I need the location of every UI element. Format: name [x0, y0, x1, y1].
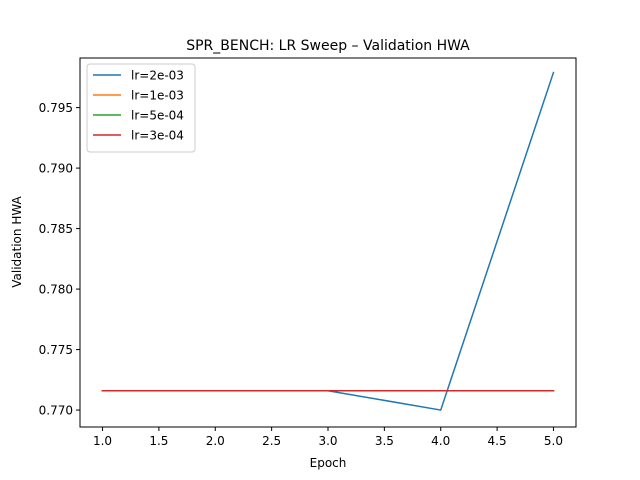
legend-label: lr=3e-04 — [131, 129, 184, 143]
x-tick-label: 1.0 — [93, 434, 112, 448]
legend-label: lr=5e-04 — [131, 109, 184, 123]
y-tick-label: 0.795 — [39, 101, 73, 115]
x-tick-label: 3.0 — [318, 434, 337, 448]
legend-label: lr=1e-03 — [131, 89, 184, 103]
y-tick-label: 0.780 — [39, 283, 73, 297]
plot-area — [101, 71, 555, 411]
x-tick-label: 1.5 — [149, 434, 168, 448]
x-tick-label: 4.5 — [488, 434, 507, 448]
y-axis-label: Validation HWA — [10, 195, 24, 287]
y-tick-label: 0.785 — [39, 222, 73, 236]
y-tick-label: 0.775 — [39, 343, 73, 357]
x-axis-label: Epoch — [310, 456, 347, 470]
x-tick-label: 4.0 — [431, 434, 450, 448]
plot-frame — [79, 57, 577, 428]
legend-label: lr=2e-03 — [131, 69, 184, 83]
legend-box — [86, 63, 196, 153]
y-tick-label: 0.770 — [39, 404, 73, 418]
x-tick-label: 2.0 — [206, 434, 225, 448]
x-tick-label: 5.0 — [544, 434, 563, 448]
chart-title: SPR_BENCH: LR Sweep – Validation HWA — [186, 38, 470, 54]
x-tick-label: 3.5 — [375, 434, 394, 448]
y-axis-ticks: 0.770 0.775 0.780 0.785 0.790 0.795 — [39, 101, 80, 418]
x-axis-ticks: 1.0 1.5 2.0 2.5 3.0 3.5 4.0 4.5 5.0 — [93, 427, 563, 448]
y-tick-label: 0.790 — [39, 162, 73, 176]
x-tick-label: 2.5 — [262, 434, 281, 448]
legend: lr=2e-03 lr=1e-03 lr=5e-04 lr=3e-04 — [86, 63, 196, 153]
